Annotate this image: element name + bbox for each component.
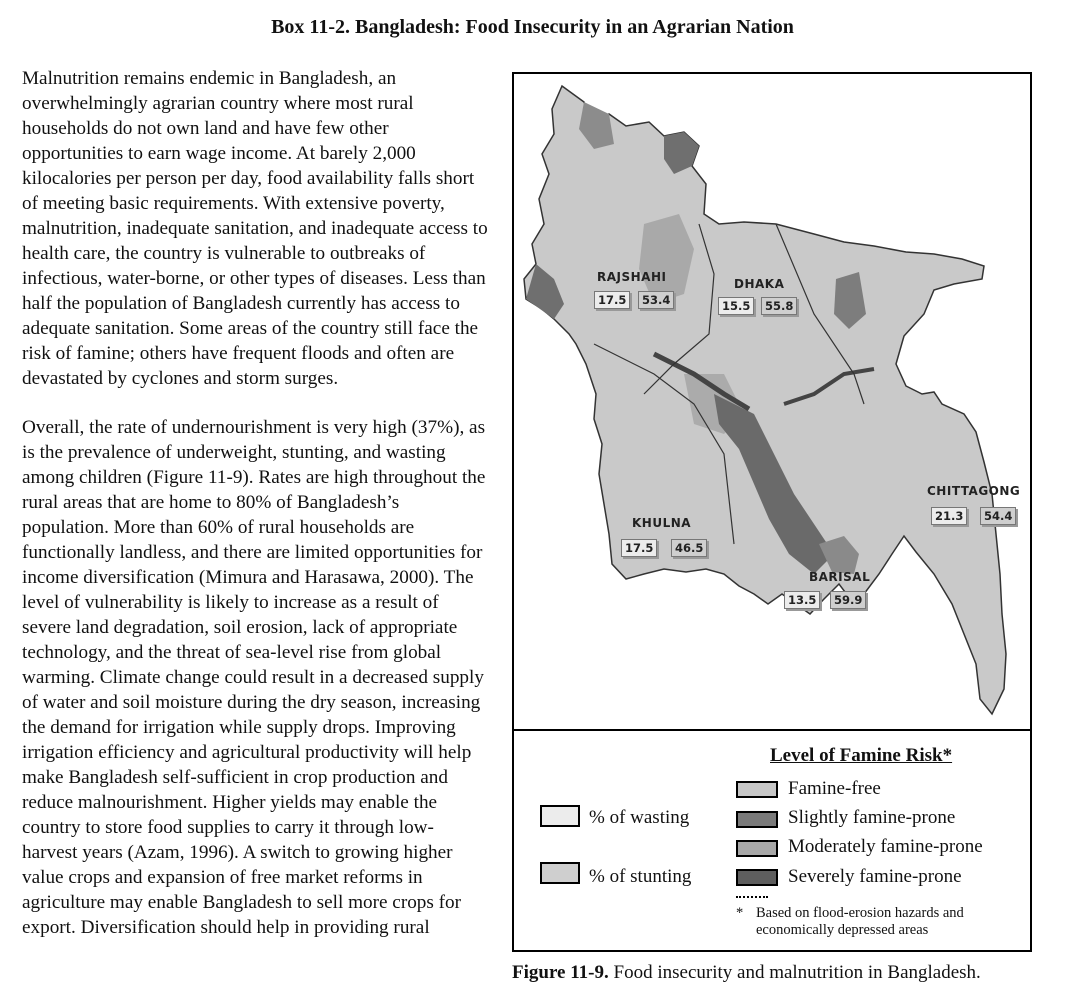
country-shape	[523, 84, 1007, 716]
chittagong-stunting-value: 54.4	[980, 507, 1017, 525]
wasting-swatch	[540, 805, 580, 827]
severe-zone-west	[526, 264, 564, 319]
barisal-stunting-value: 59.9	[830, 591, 867, 609]
famine-free-label: Famine-free	[788, 778, 881, 799]
slight-zone-north	[579, 102, 614, 149]
severely-famine-prone-swatch	[736, 869, 778, 886]
rajshahi-wasting-value: 17.5	[594, 291, 631, 309]
paragraph-2: Overall, the rate of undernourishment is…	[22, 417, 486, 938]
river-branch-2	[783, 367, 875, 406]
body-text: Malnutrition remains endemic in Banglade…	[22, 66, 488, 964]
dotted-rule	[736, 896, 768, 898]
khulna-stunting-value: 46.5	[671, 539, 708, 557]
map-graphic	[523, 84, 1007, 716]
legend-title: Level of Famine Risk*	[770, 745, 953, 766]
dhaka-wasting-value: 15.5	[718, 297, 755, 315]
footnote-marker: *	[736, 905, 744, 921]
legend: Level of Famine Risk* % of wasting % of …	[514, 729, 1030, 952]
region-label-barisal: BARISAL	[809, 570, 871, 584]
paragraph-1: Malnutrition remains endemic in Banglade…	[22, 68, 488, 389]
river-delta	[714, 394, 834, 574]
stunting-swatch	[540, 862, 580, 884]
region-border-3	[593, 343, 735, 545]
box-title: Box 11-2. Bangladesh: Food Insecurity in…	[271, 16, 794, 38]
coast-islands	[819, 536, 859, 574]
region-label-chittagong: CHITTAGONG	[927, 484, 1021, 498]
caption-text: Food insecurity and malnutrition in Bang…	[613, 962, 981, 983]
region-label-rajshahi: RAJSHAHI	[597, 270, 667, 284]
region-label-khulna: KHULNA	[632, 516, 692, 530]
slight-zone-east	[834, 272, 866, 329]
region-border-2	[775, 223, 865, 405]
figure-caption: Figure 11-9. Food insecurity and malnutr…	[512, 962, 981, 984]
moderate-zone-central	[639, 214, 694, 304]
severely-famine-prone-label: Severely famine-prone	[788, 866, 962, 887]
chittagong-wasting-value: 21.3	[931, 507, 968, 525]
wasting-label: % of wasting	[589, 807, 690, 828]
figure-box: RAJSHAHI 17.5 53.4 DHAKA 15.5 55.8 CHITT…	[512, 72, 1032, 952]
stunting-label: % of stunting	[589, 866, 692, 887]
khulna-wasting-value: 17.5	[621, 539, 658, 557]
moderately-famine-prone-swatch	[736, 840, 778, 857]
slightly-famine-prone-label: Slightly famine-prone	[788, 807, 956, 828]
moderately-famine-prone-label: Moderately famine-prone	[788, 836, 983, 857]
severe-zone-north	[664, 132, 699, 174]
caption-label: Figure 11-9.	[512, 962, 609, 983]
region-border-1	[643, 223, 715, 395]
barisal-wasting-value: 13.5	[784, 591, 821, 609]
slightly-famine-prone-swatch	[736, 811, 778, 828]
rajshahi-stunting-value: 53.4	[638, 291, 675, 309]
famine-free-swatch	[736, 781, 778, 798]
region-label-dhaka: DHAKA	[734, 277, 785, 291]
bangladesh-map: RAJSHAHI 17.5 53.4 DHAKA 15.5 55.8 CHITT…	[514, 74, 1030, 729]
footnote-text: Based on flood-erosion hazards and econo…	[756, 905, 964, 938]
dhaka-stunting-value: 55.8	[761, 297, 798, 315]
